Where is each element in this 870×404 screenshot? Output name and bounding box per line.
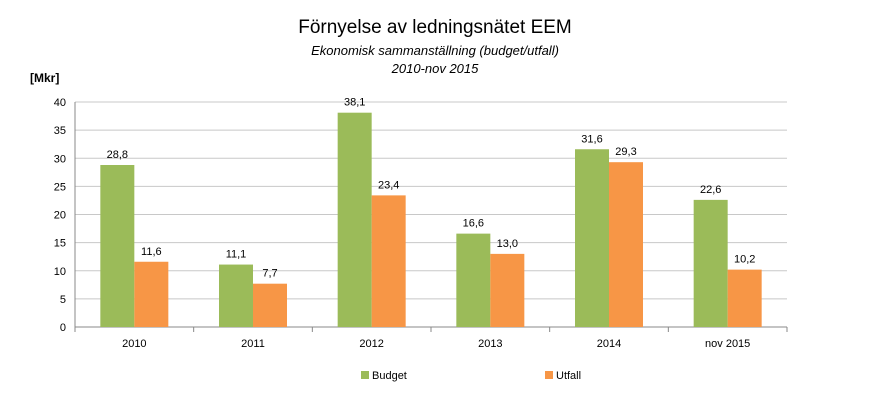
chart-subtitle-period: 2010-nov 2015 <box>391 61 479 76</box>
legend-swatch-budget <box>361 371 369 379</box>
data-label: 11,6 <box>141 246 162 258</box>
y-tick-label: 30 <box>54 153 66 165</box>
y-tick-label: 35 <box>54 125 66 137</box>
bar-budget-2 <box>337 112 372 327</box>
x-tick-label: 2014 <box>597 338 621 350</box>
data-label: 29,3 <box>615 146 636 158</box>
bar-budget-0 <box>100 165 135 327</box>
data-label: 16,6 <box>463 218 484 230</box>
data-label: 13,0 <box>497 238 518 250</box>
x-tick-label: 2011 <box>241 338 265 350</box>
y-tick-label: 5 <box>60 294 66 306</box>
data-label: 11,1 <box>226 249 247 261</box>
bar-budget-5 <box>693 199 728 327</box>
bar-utfall-3 <box>490 253 525 327</box>
y-tick-label: 15 <box>54 238 66 250</box>
bar-utfall-4 <box>609 162 643 327</box>
data-label: 10,2 <box>734 254 755 266</box>
y-tick-label: 10 <box>54 266 66 278</box>
data-label: 38,1 <box>344 97 365 109</box>
data-label: 28,8 <box>107 149 128 161</box>
y-tick-label: 0 <box>60 322 66 334</box>
y-tick-label: 20 <box>54 210 66 222</box>
bar-budget-1 <box>219 264 253 327</box>
chart-subtitle: Ekonomisk sammanställning (budget/utfall… <box>311 43 559 58</box>
bar-budget-4 <box>575 149 609 327</box>
legend-label: Budget <box>372 370 407 382</box>
data-label: 7,7 <box>262 268 277 280</box>
data-label: 22,6 <box>700 184 721 196</box>
y-tick-label: 25 <box>54 181 66 193</box>
x-tick-label: 2013 <box>478 338 502 350</box>
data-label: 31,6 <box>581 133 602 145</box>
y-tick-label: 40 <box>54 97 66 109</box>
x-tick-label: nov 2015 <box>705 338 750 350</box>
legend-swatch-utfall <box>545 371 553 379</box>
x-tick-label: 2012 <box>359 338 383 350</box>
legend-label: Utfall <box>556 370 581 382</box>
bar-budget-3 <box>456 233 491 327</box>
bar-utfall-5 <box>727 269 762 327</box>
x-tick-label: 2010 <box>122 338 146 350</box>
data-label: 23,4 <box>378 179 399 191</box>
bar-utfall-1 <box>253 283 287 327</box>
bar-utfall-2 <box>371 195 406 327</box>
y-axis-label: [Mkr] <box>30 71 60 85</box>
bar-utfall-0 <box>134 261 169 327</box>
chart-title: Förnyelse av ledningsnätet EEM <box>298 17 572 38</box>
